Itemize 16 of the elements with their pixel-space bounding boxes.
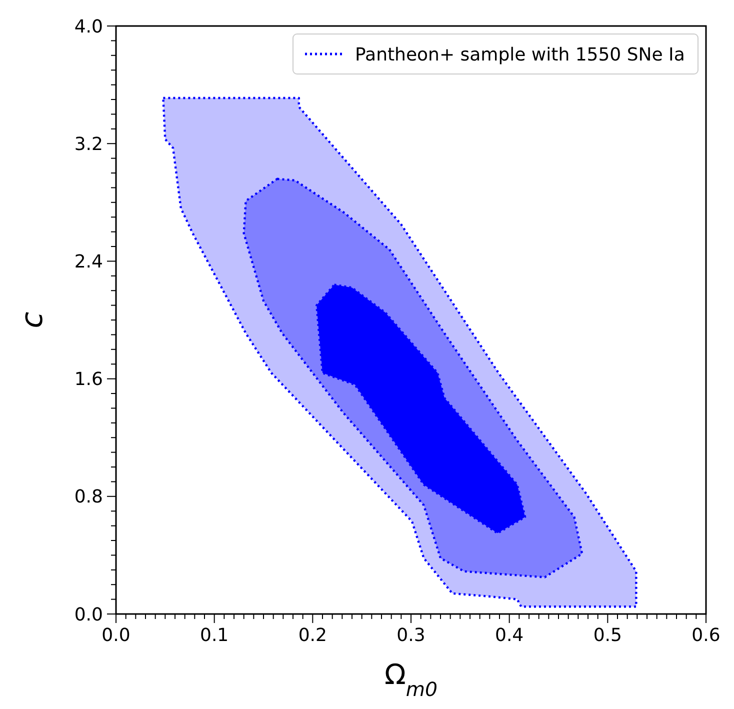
legend-label: Pantheon+ sample with 1550 SNe Ia (355, 44, 685, 66)
y-tick-label: 1.6 (74, 369, 103, 390)
y-tick-label: 4.0 (74, 16, 103, 38)
x-tick-label: 0.1 (200, 625, 229, 646)
y-tick-label: 0.8 (74, 486, 103, 508)
x-tick-label: 0.5 (593, 625, 622, 646)
y-tick-label: 0.0 (74, 604, 103, 626)
x-axis-title: Ω$_{m0}$ (384, 658, 438, 700)
x-tick-label: 0.0 (102, 625, 130, 646)
y-tick-label: 2.4 (74, 252, 103, 272)
x-tick-label: 0.6 (692, 625, 720, 646)
x-tick-label: 0.2 (298, 625, 327, 646)
y-axis-title: c (15, 311, 50, 328)
y-tick-label: 3.2 (74, 134, 103, 155)
x-tick-label: 0.4 (495, 625, 524, 646)
x-tick-label: 0.3 (396, 625, 426, 646)
